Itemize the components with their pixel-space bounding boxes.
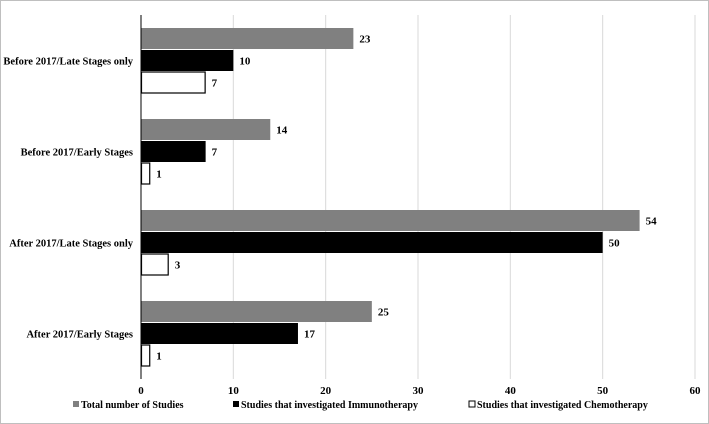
data-label: 1 (156, 169, 162, 181)
bar-chemotherapy (140, 253, 169, 276)
data-label: 50 (609, 238, 621, 250)
legend-swatch (233, 401, 239, 407)
bar-immunotherapy (141, 323, 298, 344)
category-label: Before 2017/Late Stages only (3, 57, 133, 68)
gridlines (232, 15, 696, 379)
legend: Total number of Studies Studies that inve… (73, 400, 648, 411)
x-tick-label: 50 (597, 385, 609, 397)
x-tick-label: 0 (138, 385, 144, 397)
legend-swatch (468, 400, 476, 408)
category-label: Before 2017/Early Stages (21, 148, 133, 159)
x-tick-label: 40 (505, 385, 517, 397)
category-label: After 2017/Early Stages (26, 330, 133, 341)
data-label: 7 (212, 78, 218, 90)
data-label: 23 (359, 34, 371, 46)
bar-immunotherapy (141, 141, 206, 162)
legend-label: Studies that investigated Chemotherapy (477, 400, 648, 411)
category-label: After 2017/Late Stages only (9, 239, 133, 250)
labels: 0 10 20 30 40 50 60 23 10 7 Before 2017/Late Stage… (3, 34, 701, 398)
bar-total (141, 210, 640, 231)
data-label: 25 (378, 307, 390, 319)
x-tick-label: 10 (228, 385, 240, 397)
bar-total (141, 28, 354, 49)
bar-immunotherapy (141, 50, 234, 71)
bar-total (141, 301, 372, 322)
bar-chemotherapy (140, 71, 206, 94)
bar-immunotherapy (141, 232, 603, 253)
data-label: 1 (156, 351, 162, 363)
bar-chemotherapy (140, 162, 151, 185)
x-tick-label: 20 (320, 385, 332, 397)
x-tick-label: 30 (413, 385, 425, 397)
data-label: 17 (304, 329, 316, 341)
bar-total (141, 119, 271, 140)
legend-label: Total number of Studies (81, 400, 184, 411)
data-label: 7 (212, 147, 218, 159)
x-tick-label: 60 (690, 385, 702, 397)
bar-chemotherapy (140, 344, 151, 367)
data-label: 10 (239, 56, 251, 68)
data-label: 3 (175, 260, 181, 272)
legend-swatch (73, 401, 79, 407)
legend-label: Studies that investigated Immunotherapy (241, 400, 418, 411)
data-label: 14 (276, 125, 288, 137)
bars (140, 28, 640, 367)
data-label: 54 (646, 216, 658, 228)
